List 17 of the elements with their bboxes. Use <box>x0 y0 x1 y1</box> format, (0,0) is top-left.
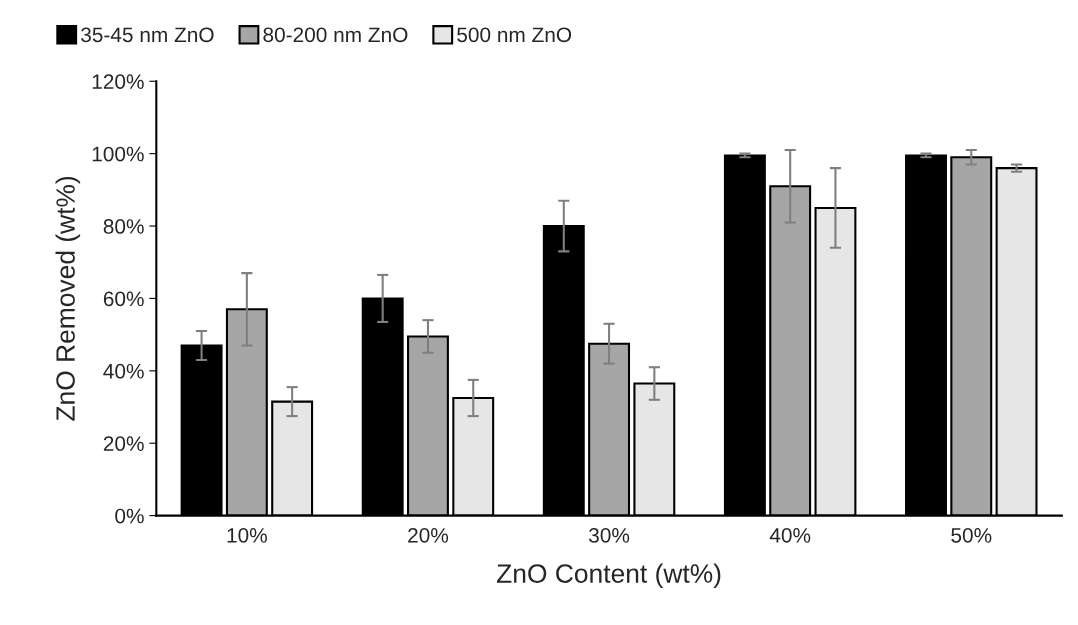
y-tick-label: 100% <box>92 146 144 162</box>
legend-label: 35-45 nm ZnO <box>81 27 214 43</box>
y-tick-label: 80% <box>103 219 144 234</box>
legend-label: 80-200 nm ZnO <box>263 27 408 43</box>
legend-label: 500 nm ZnO <box>457 27 572 43</box>
x-tick-label: 30% <box>589 527 630 543</box>
y-axis-title: ZnO Removed (wt%) <box>55 176 81 421</box>
x-tick-label: 50% <box>951 527 992 543</box>
y-tick-label: 60% <box>103 291 144 307</box>
y-tick-label: 40% <box>103 363 144 379</box>
x-axis-title: ZnO Content (wt%) <box>496 563 721 589</box>
y-tick-label: 120% <box>92 74 144 89</box>
x-tick-label: 10% <box>227 527 267 543</box>
x-tick-label: 40% <box>769 527 811 543</box>
y-tick-label: 20% <box>103 436 144 451</box>
x-tick-label: 20% <box>408 527 449 543</box>
y-tick-label: 0% <box>115 508 144 524</box>
